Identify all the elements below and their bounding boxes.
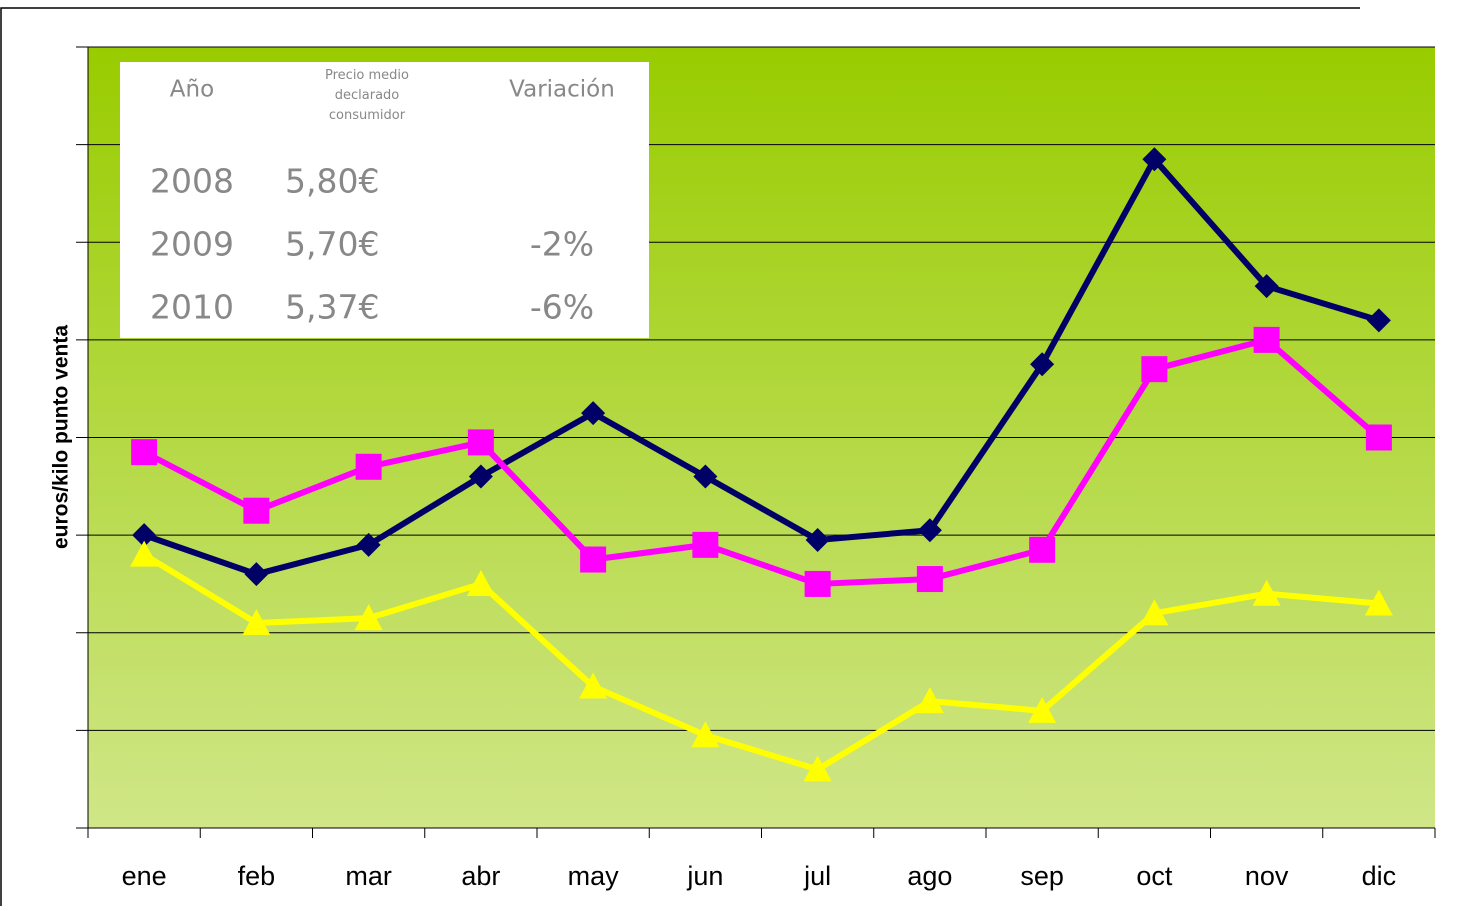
- marker: [355, 453, 382, 480]
- x-tick-label: mar: [345, 861, 392, 891]
- marker: [1365, 424, 1392, 451]
- x-tick-label: oct: [1136, 861, 1173, 891]
- table-header: Año: [170, 77, 214, 103]
- marker: [132, 523, 157, 548]
- marker: [916, 566, 943, 593]
- marker: [1142, 147, 1167, 172]
- marker: [1028, 696, 1057, 723]
- marker: [354, 604, 383, 631]
- series-line: [143, 156, 1380, 578]
- marker: [804, 570, 831, 597]
- marker: [693, 464, 718, 489]
- marker: [1252, 579, 1281, 606]
- x-tick-label: abr: [461, 861, 500, 891]
- x-tick-label: jul: [803, 861, 831, 891]
- marker: [242, 608, 271, 635]
- x-tick-label: feb: [238, 861, 276, 891]
- table-header: Precio medio declarado consumidor: [325, 68, 409, 123]
- marker: [1254, 274, 1279, 299]
- table-cell: 2009: [150, 225, 234, 264]
- marker: [805, 528, 830, 553]
- table-cell: 2010: [150, 288, 234, 327]
- marker: [356, 532, 381, 557]
- table-cell: 2008: [150, 162, 234, 201]
- table-cell: -2%: [530, 225, 594, 264]
- y-axis-label: euros/kilo punto venta: [50, 325, 73, 549]
- table-cell: 5,70€: [285, 225, 379, 264]
- frame: [0, 7, 1360, 906]
- marker: [581, 401, 606, 426]
- marker: [130, 540, 159, 567]
- marker: [466, 569, 495, 596]
- marker: [131, 439, 158, 466]
- marker: [1029, 536, 1056, 563]
- x-tick-label: ago: [907, 861, 952, 891]
- table-header-text: Precio medio declarado consumidor: [325, 68, 409, 123]
- marker: [243, 497, 270, 524]
- table-header: Variación: [509, 77, 615, 103]
- x-tick-label: dic: [1362, 861, 1397, 891]
- marker: [1366, 308, 1391, 333]
- marker: [579, 672, 608, 699]
- marker: [1030, 352, 1055, 377]
- x-tick-label: sep: [1020, 861, 1064, 891]
- x-tick-label: ene: [122, 861, 167, 891]
- marker: [1253, 326, 1280, 353]
- marker: [692, 531, 719, 558]
- marker: [803, 755, 832, 782]
- x-tick-label: may: [568, 861, 620, 891]
- x-tick-label: nov: [1245, 861, 1289, 891]
- marker: [915, 687, 944, 714]
- table-cell: 5,37€: [285, 288, 379, 327]
- series-line: [142, 552, 1380, 773]
- marker: [244, 562, 269, 587]
- marker: [1141, 356, 1168, 383]
- marker: [1364, 589, 1393, 616]
- table-cell: 5,80€: [285, 162, 379, 201]
- marker: [691, 721, 720, 748]
- marker: [580, 546, 607, 573]
- marker: [1140, 599, 1169, 626]
- x-tick-label: jun: [686, 861, 723, 891]
- series-line: [142, 336, 1381, 587]
- marker: [467, 429, 494, 456]
- table-cell: -6%: [530, 288, 594, 327]
- table-box: [120, 62, 649, 338]
- marker: [468, 464, 493, 489]
- marker: [917, 518, 942, 543]
